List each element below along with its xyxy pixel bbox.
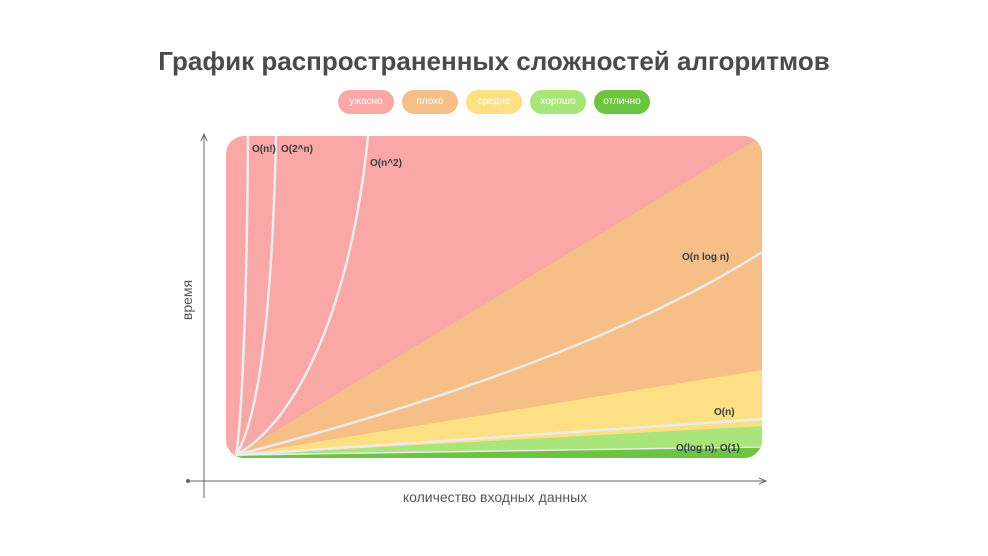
legend-item-fair: средне [466, 90, 522, 114]
plot-area [226, 136, 762, 458]
legend: ужасно плохо средне хорошо отлично [0, 90, 988, 114]
legend-item-excellent: отлично [594, 90, 650, 114]
curve-n [235, 417, 762, 457]
label-n-squared: O(n^2) [370, 158, 402, 169]
legend-item-terrible: ужасно [338, 90, 394, 114]
y-axis-label: время [179, 280, 195, 320]
label-n-factorial: O(n!) [252, 144, 276, 155]
legend-item-bad: плохо [402, 90, 458, 114]
chart-title: График распространенных сложностей алгор… [158, 46, 830, 76]
curve-n-factorial [234, 136, 250, 456]
origin-dot [186, 479, 190, 483]
curve-n-log-n [235, 250, 762, 457]
band-bad [236, 136, 762, 458]
y-axis-arrow [200, 132, 208, 142]
label-n-log-n: O(n log n) [682, 252, 729, 263]
legend-item-good: хорошо [530, 90, 586, 114]
label-n: O(n) [714, 407, 735, 418]
curve-n-squared [235, 136, 370, 457]
label-2-pow-n: O(2^n) [281, 144, 313, 155]
label-log-n-1: O(log n), O(1) [676, 443, 740, 454]
curve-log-n [235, 446, 762, 456]
x-axis-arrow [758, 477, 768, 485]
x-axis-label: количество входных данных [403, 489, 587, 505]
curve-2-pow-n [234, 136, 278, 456]
